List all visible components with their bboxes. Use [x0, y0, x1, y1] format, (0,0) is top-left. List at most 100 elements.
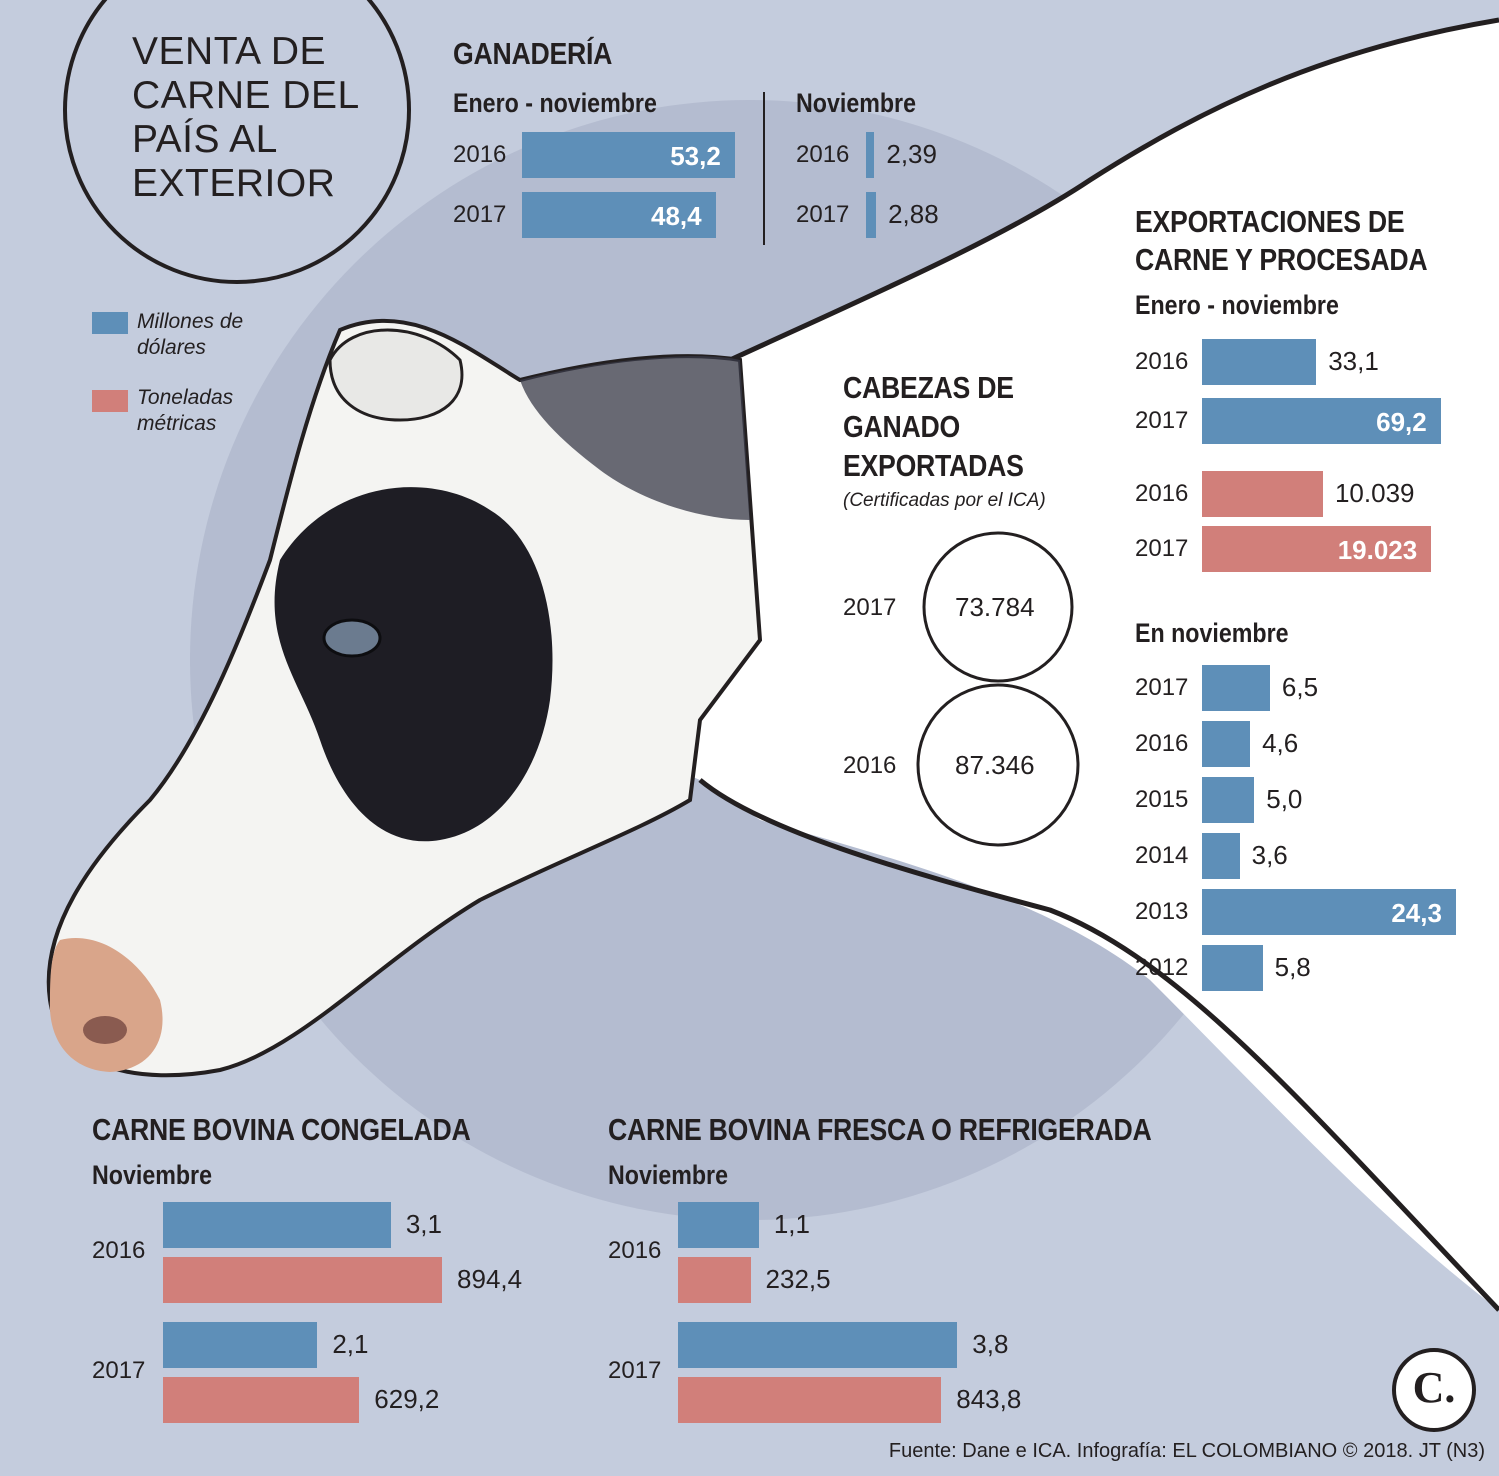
ganaderia-right-subheading: Noviembre [796, 88, 917, 118]
cow-belly-line [698, 778, 1499, 1312]
fresca-bar-2016-usd [678, 1202, 759, 1248]
exportaciones-usd-year-2016: 2016 [1135, 348, 1189, 375]
cabezas-heading-line3: EXPORTADAS [843, 448, 1024, 483]
cabezas-heading-line1: CABEZAS DE [843, 370, 1014, 405]
exportaciones-nov-bar-2012 [1202, 945, 1263, 991]
exportaciones-usd-bar-2017: 69,2 [1202, 398, 1441, 444]
ganaderia-nov-value-2017: 2,88 [888, 199, 939, 229]
fresca-bar-2017-usd [678, 1322, 958, 1368]
cow-neck-patch [520, 356, 750, 520]
congelada-year-2017: 2017 [92, 1357, 146, 1384]
exportaciones-nov-year-2017: 2017 [1135, 674, 1189, 701]
exportaciones-usd-value-2017: 69,2 [1376, 407, 1427, 437]
source-note: Fuente: Dane e ICA. Infografía: EL COLOM… [888, 1440, 1485, 1462]
fresca-heading: CARNE BOVINA FRESCA O REFRIGERADA [608, 1112, 1152, 1147]
ganaderia-ytd-value-2016: 53,2 [670, 141, 721, 171]
cabezas-year-2017: 2017 [843, 594, 897, 621]
legend-usd-swatch [92, 312, 128, 334]
fresca-value-2016-tons: 232,5 [765, 1264, 831, 1294]
exportaciones-tons-value-2017: 19.023 [1337, 535, 1418, 565]
exportaciones-nov-value-2012: 5,8 [1274, 952, 1311, 982]
exportaciones-nov-year-2014: 2014 [1135, 842, 1189, 869]
congelada-subheading: Noviembre [92, 1160, 213, 1190]
legend-usd-label: Millones de dólares [137, 310, 244, 359]
ganaderia-nov-year-2016: 2016 [796, 141, 850, 168]
ganaderia-ytd-year-2016: 2016 [453, 141, 507, 168]
fresca-value-2017-usd: 3,8 [972, 1329, 1009, 1359]
ganaderia-ytd-bar-2016: 53,2 [522, 132, 735, 178]
cow-eye [322, 618, 382, 658]
ganaderia-heading: GANADERÍA [453, 36, 613, 71]
ganaderia-nov-bar-2017 [866, 192, 877, 238]
fresca-bar-2016-tons [678, 1257, 751, 1303]
cabezas-value-2016: 87.346 [955, 750, 1035, 780]
logo-circle [1392, 1348, 1476, 1432]
ganaderia-nov-year-2017: 2017 [796, 201, 850, 228]
exportaciones-usd-value-2016: 33,1 [1328, 346, 1379, 376]
cow-muzzle [49, 938, 163, 1072]
congelada-bar-2017-tons [163, 1377, 360, 1423]
ganaderia-ytd-year-2017: 2017 [453, 201, 507, 228]
cabezas-2016-circle [916, 683, 1080, 847]
fresca-year-2017: 2017 [608, 1357, 662, 1384]
congelada-value-2016-usd: 3,1 [405, 1209, 442, 1239]
cow-ear [328, 328, 464, 422]
congelada-bar-2016-tons [163, 1257, 443, 1303]
exportaciones-nov-value-2015: 5,0 [1266, 784, 1303, 814]
exportaciones-nov-bar-2017 [1202, 665, 1270, 711]
cabezas-year-2016: 2016 [843, 752, 897, 779]
cabezas-value-2017: 73.784 [955, 592, 1035, 622]
congelada-year-2016: 2016 [92, 1237, 146, 1264]
exportaciones-nov-bar-2013: 24,3 [1202, 889, 1456, 935]
legend-tons-swatch [92, 390, 128, 412]
exportaciones-usd-bar-2016 [1202, 339, 1317, 385]
ganaderia-nov-bar-2016 [866, 132, 875, 178]
congelada-bar-2016-usd [163, 1202, 391, 1248]
exportaciones-tons-value-2016: 10.039 [1334, 478, 1415, 508]
cow-face-patch [274, 487, 553, 842]
exportaciones-tons-bar-2017: 19.023 [1202, 526, 1432, 572]
exportaciones-tons-bar-2016 [1202, 471, 1323, 517]
congelada-heading: CARNE BOVINA CONGELADA [92, 1112, 471, 1147]
exportaciones-nov-year-2012: 2012 [1135, 954, 1189, 981]
cabezas-note: (Certificadas por el ICA) [843, 490, 1046, 511]
fresca-value-2016-usd: 1,1 [773, 1209, 810, 1239]
exportaciones-subheading: Enero - noviembre [1135, 290, 1339, 320]
exportaciones-nov-value-2017: 6,5 [1281, 672, 1319, 702]
cabezas-2017-circle [922, 531, 1074, 683]
exportaciones-usd-year-2017: 2017 [1135, 407, 1189, 434]
legend-tons-label: Toneladas métricas [137, 386, 234, 435]
exportaciones-nov-value-2013: 24,3 [1391, 898, 1442, 928]
congelada-bar-2017-usd [163, 1322, 318, 1368]
congelada-value-2017-tons: 629,2 [374, 1384, 440, 1414]
exportaciones-nov-value-2014: 3,6 [1251, 840, 1288, 870]
exportaciones-nov-bar-2015 [1202, 777, 1255, 823]
fresca-bar-2017-tons [678, 1377, 942, 1423]
ganaderia-nov-value-2016: 2,39 [886, 139, 937, 169]
ganaderia-ytd-value-2017: 48,4 [650, 201, 702, 231]
ganaderia-left-subheading: Enero - noviembre [453, 88, 657, 118]
exportaciones-nov-year-2013: 2013 [1135, 898, 1189, 925]
exportaciones-subheading-2: En noviembre [1135, 618, 1289, 648]
exportaciones-heading-line1: EXPORTACIONES DE [1135, 204, 1405, 239]
logo-mark: C. [1412, 1363, 1456, 1412]
fresca-subheading: Noviembre [608, 1160, 729, 1190]
fresca-year-2016: 2016 [608, 1237, 662, 1264]
exportaciones-nov-bar-2014 [1202, 833, 1240, 879]
exportaciones-nov-year-2016: 2016 [1135, 730, 1189, 757]
exportaciones-tons-year-2017: 2017 [1135, 535, 1189, 562]
fresca-value-2017-tons: 843,8 [956, 1384, 1022, 1414]
exportaciones-nov-bar-2016 [1202, 721, 1251, 767]
title-circle [63, 0, 411, 284]
cow-back-line [728, 17, 1499, 363]
exportaciones-nov-year-2015: 2015 [1135, 786, 1189, 813]
congelada-value-2017-usd: 2,1 [332, 1329, 369, 1359]
exportaciones-tons-year-2016: 2016 [1135, 480, 1189, 507]
ganaderia-ytd-bar-2017: 48,4 [522, 192, 716, 238]
page-title: VENTA DE CARNE DEL PAÍS AL EXTERIOR [132, 30, 359, 205]
cow-nostril [83, 1016, 127, 1044]
exportaciones-heading-line2: CARNE Y PROCESADA [1135, 242, 1428, 277]
cabezas-heading-line2: GANADO [843, 409, 960, 444]
congelada-value-2016-tons: 894,4 [457, 1264, 523, 1294]
exportaciones-nov-value-2016: 4,6 [1262, 728, 1299, 758]
